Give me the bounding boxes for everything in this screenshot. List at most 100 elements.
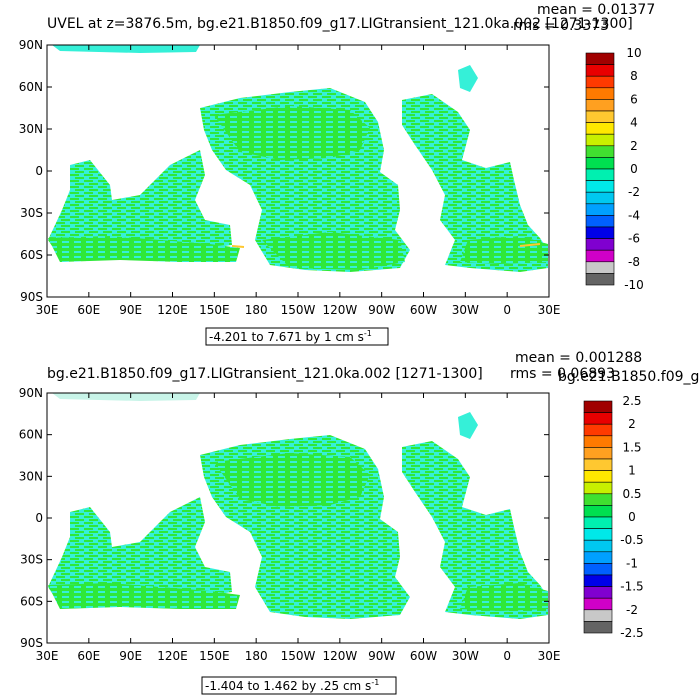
colorbar-swatch — [583, 505, 613, 518]
colorbar-label: -1 — [626, 556, 638, 570]
colorbar-label: -2 — [628, 185, 640, 199]
x-tick-label: 150E — [199, 303, 230, 317]
panel-title-overlap: bg.e21.B1850.f09_g — [558, 369, 699, 385]
colorbar-label: -10 — [624, 278, 644, 292]
colorbar-label: -2 — [626, 603, 638, 617]
colorbar-swatch — [585, 110, 615, 123]
colorbar-swatch — [583, 551, 613, 564]
mean-label: mean = 0.001288 — [515, 350, 642, 366]
colorbar-label: 2 — [630, 139, 638, 153]
colorbar-swatch — [583, 586, 613, 599]
x-tick-label: 150W — [281, 303, 316, 317]
colorbar-swatch — [583, 621, 613, 634]
y-tick-label: 90S — [20, 290, 43, 304]
colorbar-label: -0.5 — [620, 533, 643, 547]
colorbar-swatch — [583, 528, 613, 541]
colorbar-swatch — [585, 180, 615, 193]
panel-top: UVEL at z=3876.5m, bg.e21.B1850.f09_g17.… — [19, 2, 655, 346]
x-axis: 30E 60E 90E 120E 150E 180 150W 120W 90W 60W 30W 0 30… — [36, 393, 561, 663]
colorbar-label: 0.5 — [622, 487, 641, 501]
mean-label: mean = 0.01377 — [537, 2, 655, 18]
colorbar-label: -8 — [628, 255, 640, 269]
colorbar-swatch — [583, 539, 613, 553]
y-tick-label: 90N — [19, 38, 43, 52]
colorbar-swatch — [583, 609, 613, 622]
colorbar-swatch — [583, 563, 613, 576]
colorbar-label: -6 — [628, 232, 640, 246]
colorbar-label: -2.5 — [620, 626, 643, 640]
y-axis: 90N 60N 30N 0 30S 60S 90S — [19, 386, 549, 650]
colorbar-swatch — [583, 423, 613, 437]
colorbar-swatch — [583, 447, 613, 460]
rms-label: rms = 0.06893 — [510, 366, 615, 382]
x-tick-label: 150W — [281, 649, 316, 663]
colorbar-swatch — [583, 481, 613, 495]
x-tick-label: 90E — [119, 303, 142, 317]
colorbar-label: 6 — [630, 92, 638, 106]
y-tick-label: 0 — [35, 511, 43, 525]
x-tick-label: 120W — [322, 649, 357, 663]
colorbar-swatch — [583, 597, 613, 611]
x-tick-label: 120E — [157, 649, 188, 663]
x-tick-label: 90W — [368, 303, 395, 317]
colorbar-swatch — [585, 261, 615, 274]
colorbar-swatch — [583, 516, 613, 529]
colorbar-swatch — [583, 470, 613, 483]
y-tick-label: 60S — [20, 594, 43, 608]
x-tick-label: 30W — [452, 649, 479, 663]
colorbar-label: -4 — [628, 208, 640, 222]
colorbar-swatch — [585, 64, 615, 77]
colorbar-swatch — [585, 238, 615, 251]
y-tick-label: 30N — [19, 122, 43, 136]
y-tick-label: 90S — [20, 636, 43, 650]
colorbar-swatch — [585, 99, 615, 112]
colorbar-swatch — [585, 52, 615, 65]
y-tick-label: 60S — [20, 248, 43, 262]
x-tick-label: 180 — [245, 649, 268, 663]
x-axis: 30E 60E 90E 120E 150E 180 150W 120W 90W 60W 30W 0 30… — [36, 45, 560, 317]
colorbar-swatch — [585, 145, 615, 158]
colorbar-swatch — [583, 435, 613, 448]
colorbar-label: 1.5 — [622, 440, 641, 454]
colorbar-swatch — [585, 157, 615, 170]
colorbar-label: 2.5 — [622, 394, 641, 408]
contour-info-box — [205, 327, 389, 346]
x-tick-label: 60E — [77, 649, 100, 663]
contour-info: -1.404 to 1.462 by .25 cm s-1 — [205, 678, 379, 693]
y-axis: 90N 60N 30N 0 30S 60S 90S — [19, 38, 549, 304]
contour-info: -4.201 to 7.671 by 1 cm s-1 — [209, 329, 372, 344]
panel-bottom: bg.e21.B1850.f09_g17.LIGtransient_121.0k… — [19, 350, 699, 695]
y-tick-label: 60N — [19, 428, 43, 442]
y-tick-label: 60N — [19, 80, 43, 94]
x-tick-label: 120W — [322, 303, 357, 317]
x-tick-label: 90E — [119, 649, 142, 663]
x-tick-label: 60W — [410, 649, 437, 663]
colorbar-swatch — [583, 493, 613, 506]
colorbar: 10 8 6 4 2 0 -2 -4 -6 -8 -10 — [585, 46, 644, 292]
ocean-field — [48, 393, 548, 619]
x-tick-label: 150E — [199, 649, 230, 663]
colorbar-label: 0 — [628, 510, 636, 524]
colorbar-swatch — [585, 226, 615, 239]
x-tick-label: 60E — [77, 303, 100, 317]
x-tick-label: 0 — [503, 649, 511, 663]
panel-title: UVEL at z=3876.5m, bg.e21.B1850.f09_g17.… — [47, 16, 633, 32]
y-tick-label: 30S — [20, 553, 43, 567]
x-tick-label: 90W — [368, 649, 395, 663]
x-tick-label: 30E — [538, 649, 561, 663]
colorbar-swatch — [583, 400, 613, 413]
colorbar-label: 10 — [626, 46, 641, 60]
colorbar-label: 0 — [630, 162, 638, 176]
colorbar-swatch — [583, 458, 613, 471]
colorbar-label: 4 — [630, 116, 638, 130]
colorbar-swatch — [585, 75, 615, 89]
x-tick-label: 120E — [157, 303, 188, 317]
x-tick-label: 0 — [503, 303, 511, 317]
x-tick-label: 60W — [410, 303, 437, 317]
colorbar-swatch — [585, 273, 615, 286]
colorbar-swatch — [585, 203, 615, 216]
colorbar-label: -1.5 — [620, 580, 643, 594]
colorbar-swatch — [585, 191, 615, 205]
x-tick-label: 30W — [452, 303, 479, 317]
colorbar-swatch — [585, 249, 615, 263]
